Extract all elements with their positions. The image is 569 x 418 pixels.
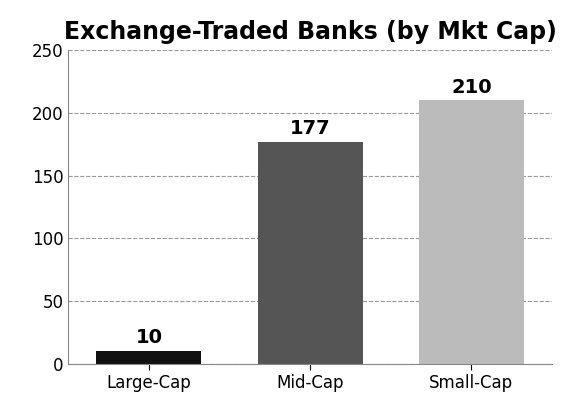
Text: 177: 177: [290, 119, 331, 138]
Text: 10: 10: [135, 329, 162, 347]
Text: 210: 210: [451, 78, 492, 97]
Bar: [419, 100, 523, 364]
Title: Exchange-Traded Banks (by Mkt Cap): Exchange-Traded Banks (by Mkt Cap): [64, 20, 556, 44]
Bar: [258, 142, 362, 364]
Bar: [97, 351, 201, 364]
